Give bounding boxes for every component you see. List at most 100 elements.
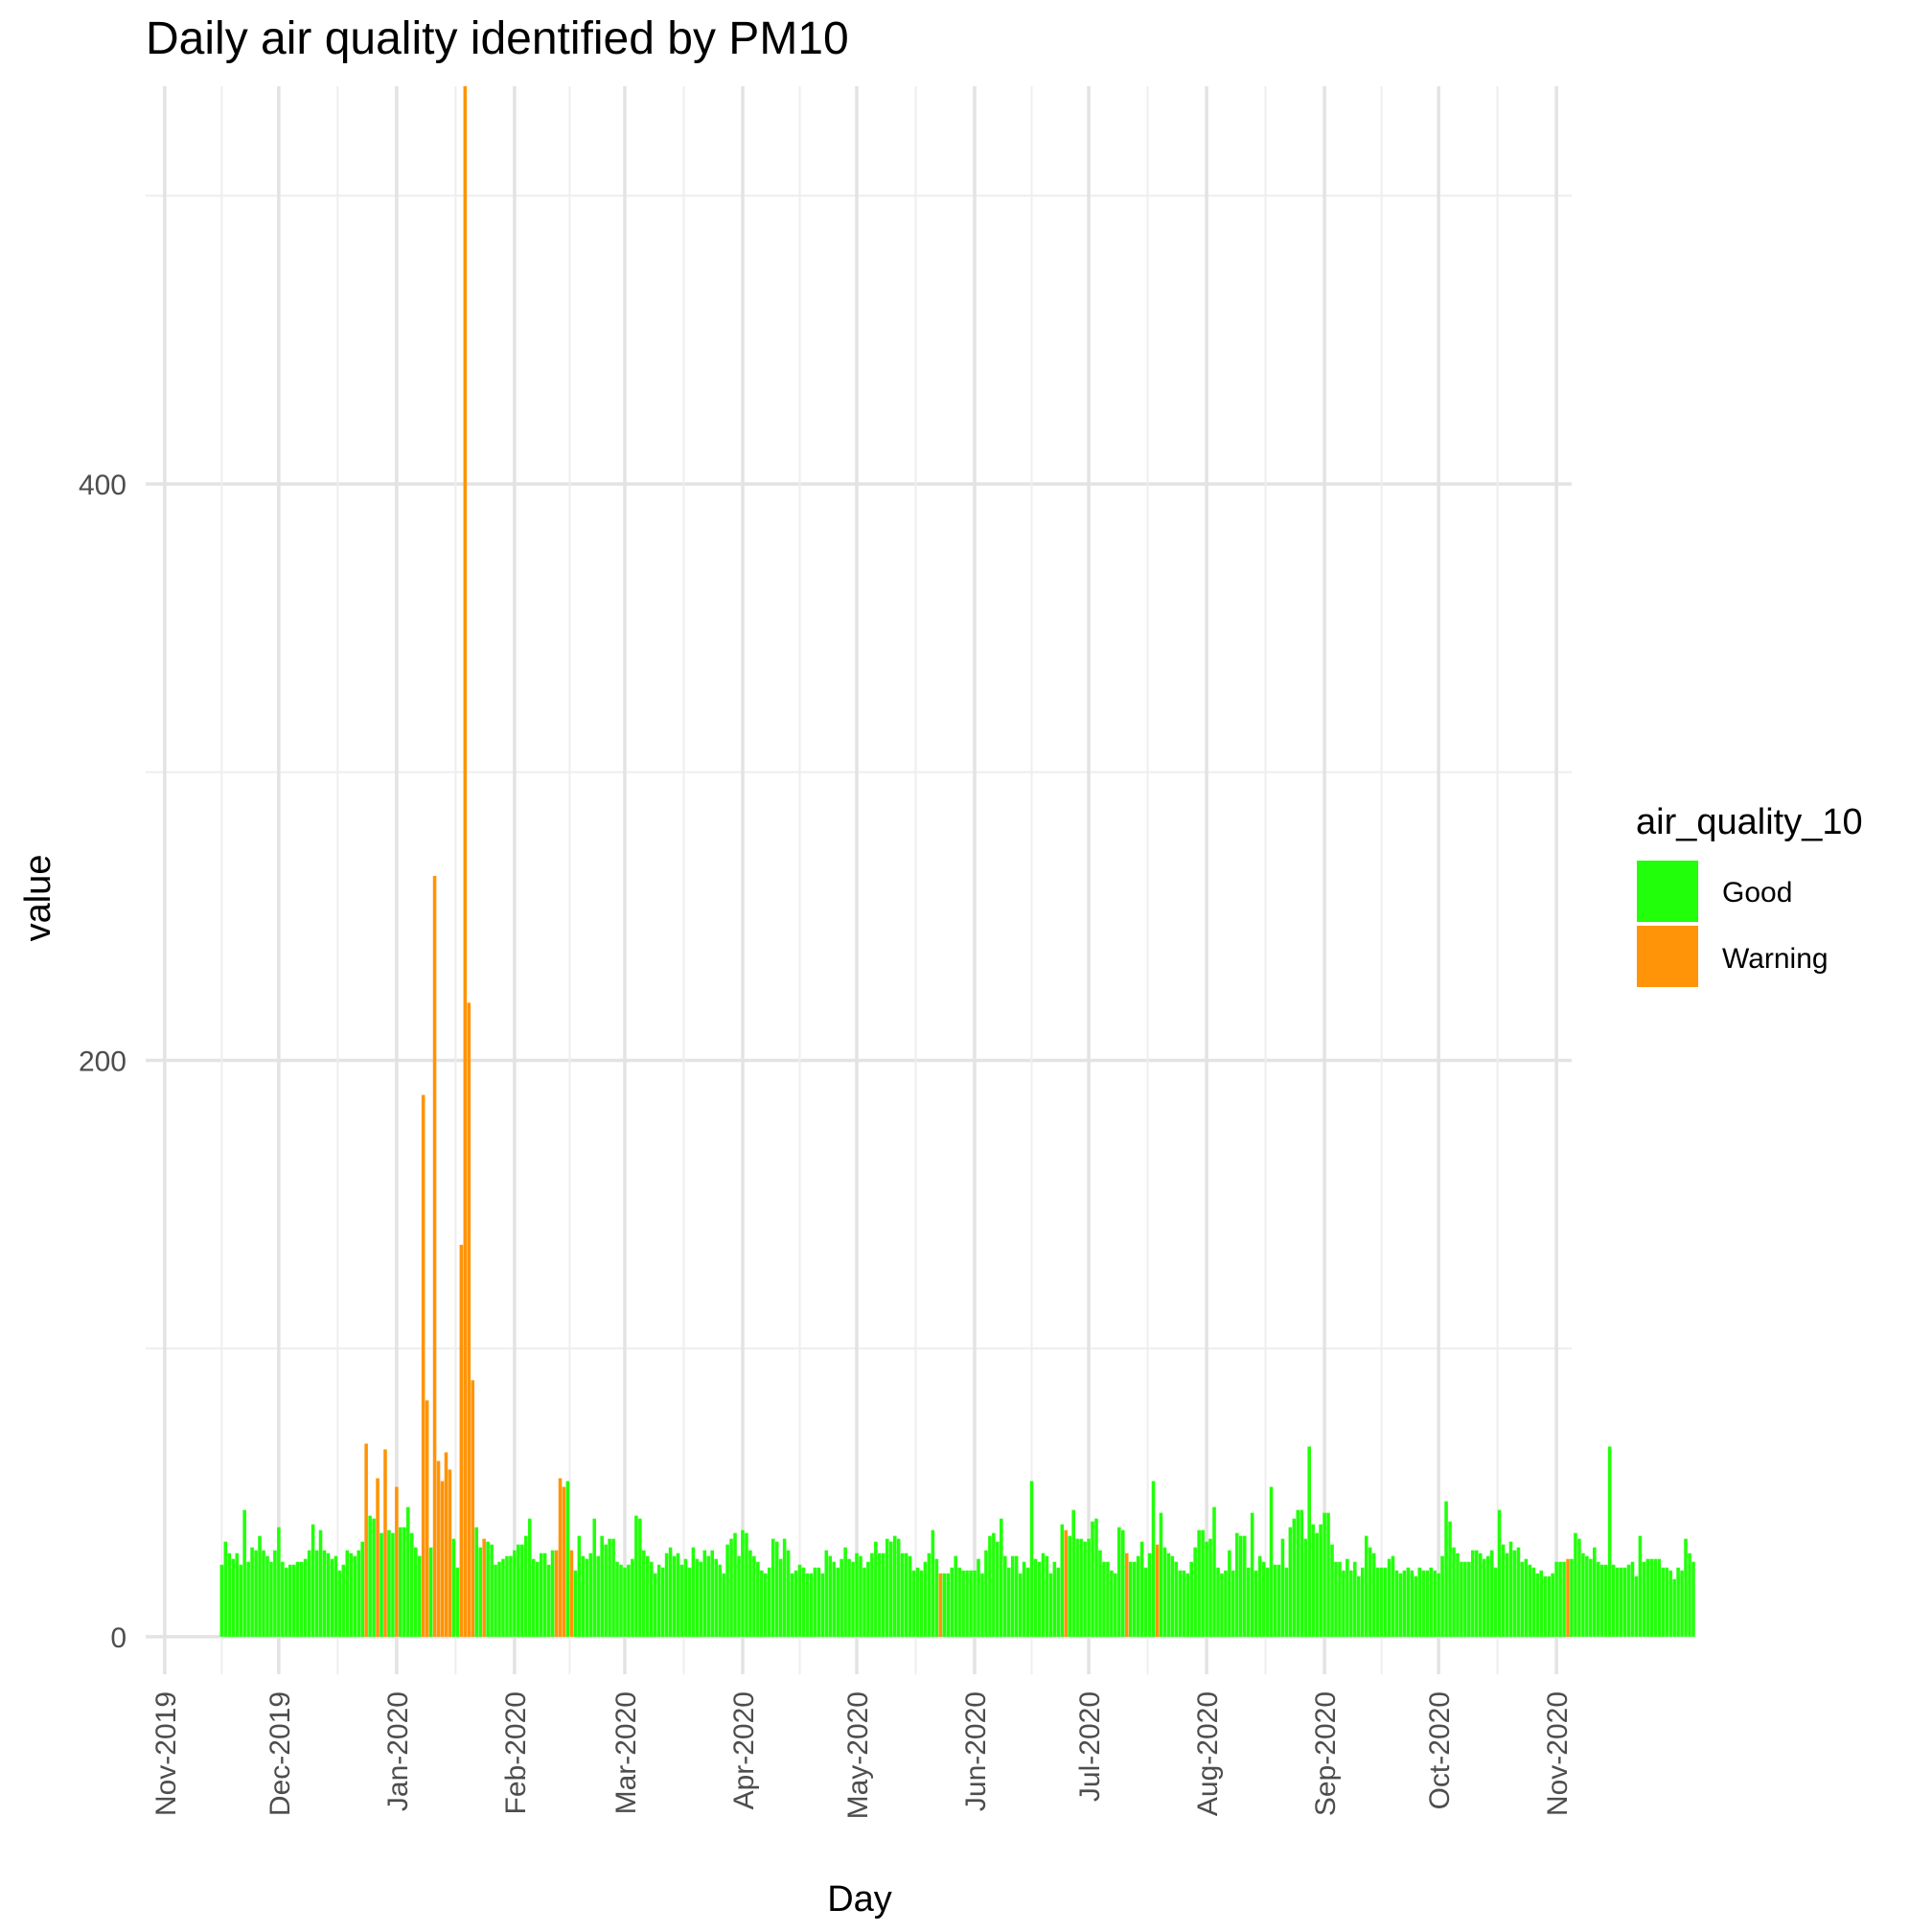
bar-good xyxy=(360,1541,364,1637)
bar-good xyxy=(269,1561,273,1637)
bar-good xyxy=(596,1555,600,1637)
bar-good xyxy=(741,1530,745,1637)
bar-good xyxy=(1159,1512,1163,1637)
bar-good xyxy=(1368,1547,1372,1637)
x-tick-label: May-2020 xyxy=(842,1691,874,1819)
bar-good xyxy=(1029,1481,1034,1637)
bar-good xyxy=(399,1527,402,1637)
bar-good xyxy=(285,1567,288,1637)
bar-good xyxy=(1185,1573,1190,1637)
bar-good xyxy=(1239,1535,1243,1637)
bar-good xyxy=(265,1555,269,1637)
bar-good xyxy=(1485,1555,1490,1637)
bar-good xyxy=(254,1550,258,1637)
bar-good xyxy=(919,1570,924,1637)
bar-good xyxy=(1589,1558,1593,1637)
bar-good xyxy=(733,1532,737,1637)
bar-good xyxy=(790,1573,794,1637)
bar-good xyxy=(1607,1446,1612,1637)
bar-good xyxy=(539,1552,543,1637)
bar-good xyxy=(915,1567,920,1637)
bar-good xyxy=(1139,1541,1144,1637)
bar-good xyxy=(847,1558,851,1637)
bar-good xyxy=(824,1550,829,1637)
bar-good xyxy=(356,1550,360,1637)
bar-good xyxy=(509,1555,513,1637)
bar-good xyxy=(1178,1570,1183,1637)
bar-good xyxy=(600,1535,604,1637)
bar-good xyxy=(592,1518,597,1637)
bar-good xyxy=(1052,1561,1057,1637)
bar-good xyxy=(391,1532,395,1637)
bar-good xyxy=(679,1564,684,1637)
bar-good xyxy=(809,1573,814,1637)
bar-good xyxy=(1174,1561,1179,1637)
bar-good xyxy=(303,1558,308,1637)
bar-good xyxy=(295,1561,300,1637)
bar-good xyxy=(1375,1567,1380,1637)
bar-good xyxy=(627,1564,631,1637)
bar-good xyxy=(988,1535,992,1637)
x-tick-label: Sep-2020 xyxy=(1310,1691,1342,1816)
bar-good xyxy=(710,1550,715,1637)
bar-good xyxy=(1570,1558,1574,1637)
bar-good xyxy=(451,1538,456,1637)
bar-good xyxy=(1091,1521,1094,1637)
bar-good xyxy=(977,1558,980,1637)
bars xyxy=(219,86,1695,1637)
bar-good xyxy=(1371,1552,1376,1637)
bar-good xyxy=(505,1555,509,1637)
bar-warning xyxy=(444,1452,448,1637)
bar-good xyxy=(737,1555,741,1637)
bar-good xyxy=(1208,1538,1212,1637)
bar-good xyxy=(882,1552,886,1637)
bar-good xyxy=(1284,1567,1289,1637)
bar-warning xyxy=(436,1460,441,1637)
bar-good xyxy=(676,1552,680,1637)
bar-good xyxy=(965,1570,969,1637)
bar-good xyxy=(1611,1564,1616,1637)
bar-good xyxy=(281,1561,285,1637)
bar-good xyxy=(931,1530,935,1637)
bar-good xyxy=(1619,1567,1623,1637)
bar-good xyxy=(619,1564,623,1637)
bar-good xyxy=(1360,1567,1365,1637)
bar-good xyxy=(219,1564,224,1637)
bar-good xyxy=(1014,1555,1019,1637)
bar-good xyxy=(1162,1547,1167,1637)
bar-good xyxy=(1132,1561,1137,1637)
bar-good xyxy=(1334,1561,1338,1637)
bar-good xyxy=(1143,1567,1148,1637)
bar-good xyxy=(664,1552,669,1637)
bar-good xyxy=(1000,1518,1003,1637)
bar-warning xyxy=(448,1469,452,1637)
bar-good xyxy=(774,1541,779,1637)
y-axis-ticks: 0 200 400 xyxy=(79,470,126,1654)
bar-good xyxy=(1691,1561,1695,1637)
bar-good xyxy=(668,1547,673,1637)
bar-good xyxy=(954,1555,957,1637)
bar-good xyxy=(1205,1541,1208,1637)
bar-good xyxy=(330,1558,334,1637)
bar-good xyxy=(550,1550,555,1637)
bar-good xyxy=(1048,1573,1053,1637)
bar-good xyxy=(353,1555,357,1637)
bar-good xyxy=(1224,1570,1228,1637)
bar-good xyxy=(1269,1486,1274,1637)
bar-good xyxy=(531,1558,536,1637)
legend-title: air_quality_10 xyxy=(1636,802,1863,842)
bar-good xyxy=(1596,1561,1600,1637)
bar-good xyxy=(1041,1552,1046,1637)
bar-good xyxy=(1216,1567,1220,1637)
bar-good xyxy=(840,1558,843,1637)
x-tick-label: Jul-2020 xyxy=(1074,1691,1106,1802)
bar-good xyxy=(1603,1564,1608,1637)
bar-good xyxy=(1037,1561,1042,1637)
bar-good xyxy=(1520,1561,1525,1637)
bar-good xyxy=(1018,1573,1023,1637)
bar-good xyxy=(1535,1573,1540,1637)
bar-good xyxy=(1261,1561,1266,1637)
bar-warning xyxy=(440,1481,445,1637)
bar-good xyxy=(1231,1570,1235,1637)
bar-good xyxy=(1676,1567,1680,1637)
